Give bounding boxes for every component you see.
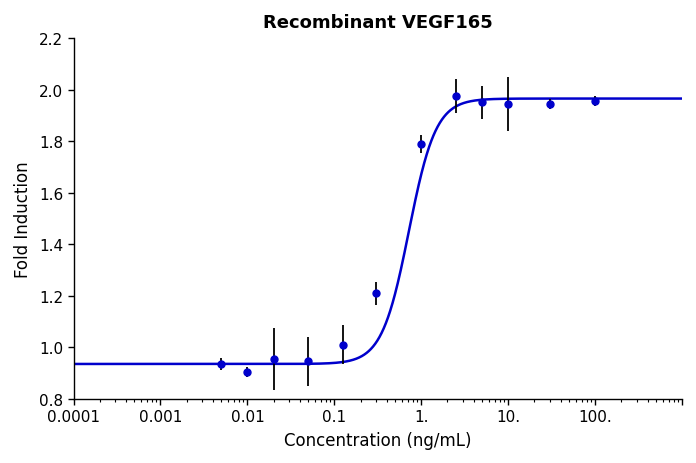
Title: Recombinant VEGF165: Recombinant VEGF165 [263,14,493,32]
Y-axis label: Fold Induction: Fold Induction [14,161,32,277]
X-axis label: Concentration (ng/mL): Concentration (ng/mL) [284,431,472,449]
